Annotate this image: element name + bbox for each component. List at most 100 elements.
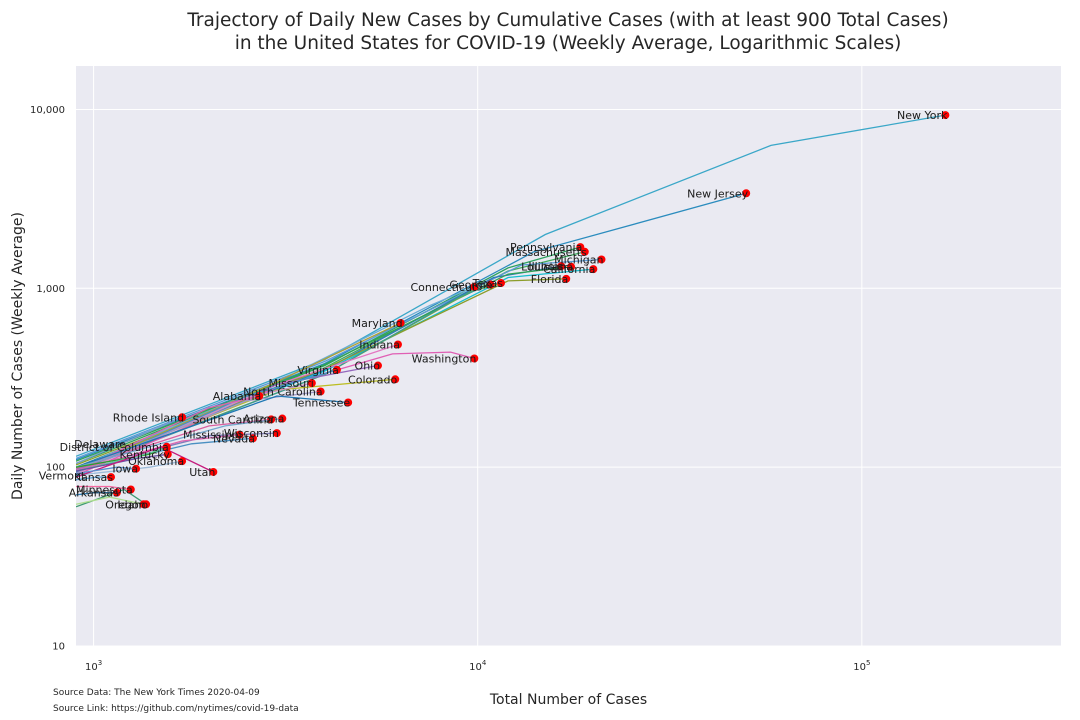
x-tick-base: 10 — [853, 662, 866, 673]
chart-title-line-1: Trajectory of Daily New Cases by Cumulat… — [187, 10, 949, 31]
end-marker-georgia — [486, 280, 495, 289]
x-tick-label: 104 — [469, 659, 487, 673]
label-tennessee: Tennessee — [292, 396, 351, 409]
x-tick-label: 105 — [853, 659, 870, 673]
x-tick-label: 103 — [85, 659, 102, 673]
label-nevada: Nevada — [213, 432, 255, 445]
end-marker-arkansas — [112, 488, 121, 497]
end-marker-district-of-columbia — [162, 443, 171, 452]
label-connecticut: Connecticut — [410, 281, 477, 294]
grid-lines — [76, 66, 1061, 647]
label-north-carolina: North Carolina — [243, 385, 323, 398]
end-marker-oregon — [139, 500, 148, 509]
label-virginia: Virginia — [297, 364, 338, 377]
end-marker-texas — [497, 279, 506, 288]
label-arkansas: Arkansas — [69, 487, 119, 500]
label-arizona: Arizona — [243, 413, 284, 426]
series-line-arkansas — [76, 492, 117, 496]
end-marker-south-carolina — [267, 415, 276, 424]
label-idaho: Idaho — [117, 498, 148, 511]
label-ohio: Ohio — [355, 360, 381, 373]
label-iowa: Iowa — [112, 463, 138, 476]
end-marker-tennessee — [344, 398, 353, 407]
series-line-alabama — [76, 395, 260, 472]
series-lines — [76, 114, 946, 508]
series-line-oregon — [76, 496, 144, 505]
label-missouri: Missouri — [269, 377, 314, 390]
end-marker-oklahoma — [178, 457, 187, 466]
end-marker-utah — [209, 467, 218, 476]
source-data-note: Source Data: The New York Times 2020-04-… — [53, 688, 260, 698]
end-markers — [106, 111, 950, 509]
end-marker-california — [589, 265, 598, 274]
label-south-carolina: South Carolina — [192, 413, 273, 426]
series-line-district-of-columbia — [76, 447, 167, 472]
end-marker-wisconsin — [272, 429, 281, 438]
end-marker-maryland — [396, 318, 405, 327]
series-line-new-york — [76, 114, 946, 457]
source-link-note: Source Link: https://github.com/nytimes/… — [53, 704, 299, 714]
label-alabama: Alabama — [213, 390, 262, 403]
label-oregon: Oregon — [105, 498, 145, 511]
end-marker-massachusetts — [580, 247, 589, 256]
label-georgia: Georgia — [449, 279, 492, 292]
series-line-utah — [76, 446, 214, 478]
label-florida: Florida — [531, 273, 568, 286]
label-pennsylvania: Pennsylvania — [510, 241, 582, 254]
series-line-iowa — [76, 466, 137, 475]
label-wisconsin: Wisconsin — [224, 427, 279, 440]
end-marker-indiana — [393, 340, 402, 349]
end-marker-kentucky — [163, 450, 172, 459]
label-indiana: Indiana — [359, 339, 400, 352]
series-line-connecticut — [76, 286, 475, 470]
y-tick-label: 1,000 — [36, 284, 65, 295]
label-vermont: Vermont — [39, 469, 86, 482]
label-delaware: Delaware — [74, 438, 126, 451]
label-michigan: Michigan — [554, 253, 603, 266]
label-colorado: Colorado — [348, 373, 397, 386]
label-california: California — [543, 263, 595, 276]
y-tick-label: 100 — [46, 463, 65, 474]
x-tick-base: 10 — [469, 662, 482, 673]
end-marker-michigan — [597, 255, 606, 264]
end-marker-mississippi — [235, 430, 244, 439]
end-marker-colorado — [391, 375, 400, 384]
end-marker-louisiana — [567, 262, 576, 271]
label-massachusetts: Massachusetts — [505, 246, 587, 259]
end-marker-ohio — [373, 361, 382, 370]
end-marker-alabama — [255, 391, 264, 400]
series-line-tennessee — [76, 395, 349, 468]
plot-area — [76, 66, 1061, 646]
x-tick-exponent: 3 — [98, 659, 102, 667]
x-tick-exponent: 5 — [866, 659, 870, 667]
end-marker-kansas — [106, 473, 115, 482]
label-illinois: Illinois — [528, 260, 563, 273]
label-utah: Utah — [189, 466, 215, 479]
end-marker-connecticut — [470, 282, 479, 291]
label-kansas: Kansas — [74, 471, 113, 484]
end-marker-nevada — [248, 434, 257, 443]
series-line-arizona — [76, 417, 283, 468]
label-new-jersey: New Jersey — [687, 187, 749, 200]
y-axis-label: Daily Number of Cases (Weekly Average) — [10, 212, 26, 500]
end-marker-new-jersey — [742, 189, 751, 198]
label-washington: Washington — [412, 353, 477, 366]
label-louisiana: Louisiana — [521, 261, 573, 274]
chart-title: Trajectory of Daily New Cases by Cumulat… — [0, 9, 1080, 55]
series-line-louisiana — [76, 266, 572, 462]
label-minnesota: Minnesota — [76, 483, 133, 496]
series-line-minnesota — [76, 485, 131, 491]
label-district-of-columbia: District of Columbia — [60, 441, 169, 454]
label-new-york: New York — [897, 109, 948, 122]
end-marker-washington — [470, 354, 479, 363]
label-oklahoma: Oklahoma — [128, 455, 184, 468]
chart-title-line-2: in the United States for COVID-19 (Weekl… — [234, 33, 902, 54]
x-tick-base: 10 — [85, 662, 98, 673]
end-marker-minnesota — [126, 485, 135, 494]
series-line-missouri — [76, 382, 312, 475]
end-marker-florida — [562, 274, 571, 283]
y-tick-label: 10 — [52, 642, 65, 653]
label-rhode-island: Rhode Island — [113, 411, 184, 424]
end-marker-arizona — [278, 414, 287, 423]
series-line-oklahoma — [76, 460, 183, 476]
